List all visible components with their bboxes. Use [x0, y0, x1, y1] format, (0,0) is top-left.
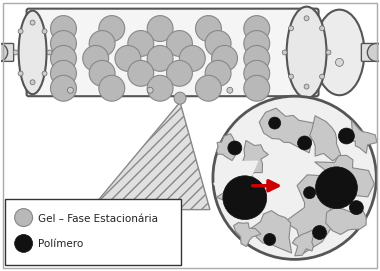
Circle shape: [147, 87, 153, 93]
Circle shape: [223, 176, 267, 220]
Circle shape: [350, 201, 363, 215]
Polygon shape: [285, 175, 340, 253]
Circle shape: [47, 50, 52, 55]
Circle shape: [30, 20, 35, 25]
Circle shape: [166, 31, 192, 56]
Circle shape: [147, 46, 173, 71]
Circle shape: [298, 136, 312, 150]
Polygon shape: [216, 173, 256, 207]
Circle shape: [115, 46, 141, 71]
Circle shape: [89, 31, 115, 56]
Text: Gel – Fase Estacionária: Gel – Fase Estacionária: [38, 214, 158, 224]
Polygon shape: [239, 140, 268, 176]
Circle shape: [128, 31, 154, 56]
Circle shape: [313, 225, 326, 240]
Circle shape: [89, 60, 115, 86]
Polygon shape: [234, 222, 261, 247]
Circle shape: [264, 234, 276, 246]
Circle shape: [205, 31, 231, 56]
Polygon shape: [217, 134, 235, 161]
Circle shape: [42, 71, 47, 76]
Polygon shape: [315, 155, 374, 198]
Polygon shape: [259, 108, 321, 153]
Circle shape: [320, 26, 325, 31]
Polygon shape: [251, 211, 291, 253]
Circle shape: [18, 29, 23, 34]
Circle shape: [315, 167, 357, 209]
Circle shape: [42, 29, 47, 34]
Circle shape: [15, 209, 33, 227]
Circle shape: [166, 60, 192, 86]
Ellipse shape: [287, 7, 326, 98]
Circle shape: [339, 128, 355, 144]
Circle shape: [244, 16, 270, 41]
Circle shape: [244, 31, 270, 56]
Circle shape: [51, 75, 76, 101]
Circle shape: [18, 71, 23, 76]
Circle shape: [244, 60, 270, 86]
Circle shape: [128, 60, 154, 86]
Circle shape: [282, 50, 287, 55]
Circle shape: [304, 16, 309, 21]
Circle shape: [51, 60, 76, 86]
Circle shape: [99, 75, 125, 101]
Circle shape: [51, 31, 76, 56]
Circle shape: [67, 87, 73, 93]
Circle shape: [213, 96, 376, 259]
Circle shape: [244, 75, 270, 101]
Circle shape: [244, 46, 270, 71]
Polygon shape: [310, 116, 341, 161]
Circle shape: [227, 87, 233, 93]
Circle shape: [195, 16, 222, 41]
Circle shape: [51, 46, 76, 71]
Ellipse shape: [19, 11, 46, 94]
Circle shape: [304, 187, 315, 199]
FancyBboxPatch shape: [0, 43, 14, 62]
Circle shape: [147, 75, 173, 101]
Circle shape: [174, 92, 186, 104]
Polygon shape: [90, 102, 210, 209]
Circle shape: [195, 75, 222, 101]
Circle shape: [320, 74, 325, 79]
Circle shape: [205, 60, 231, 86]
Circle shape: [30, 80, 35, 85]
Circle shape: [51, 16, 76, 41]
Circle shape: [83, 46, 109, 71]
Polygon shape: [326, 207, 366, 234]
Circle shape: [13, 50, 18, 55]
Circle shape: [0, 43, 8, 62]
Text: Polímero: Polímero: [38, 240, 83, 249]
Circle shape: [304, 84, 309, 89]
FancyArrowPatch shape: [214, 162, 257, 193]
FancyBboxPatch shape: [361, 43, 380, 62]
Polygon shape: [292, 229, 314, 256]
Circle shape: [212, 46, 238, 71]
Circle shape: [228, 141, 242, 155]
Ellipse shape: [315, 10, 364, 95]
Circle shape: [99, 16, 125, 41]
Circle shape: [288, 26, 294, 31]
Circle shape: [147, 16, 173, 41]
Circle shape: [269, 117, 281, 129]
Circle shape: [288, 74, 294, 79]
Circle shape: [367, 43, 380, 62]
FancyBboxPatch shape: [5, 199, 181, 265]
FancyBboxPatch shape: [27, 9, 318, 96]
Polygon shape: [341, 120, 377, 153]
Circle shape: [336, 58, 344, 66]
Circle shape: [15, 234, 33, 252]
Circle shape: [179, 46, 205, 71]
Circle shape: [326, 50, 331, 55]
